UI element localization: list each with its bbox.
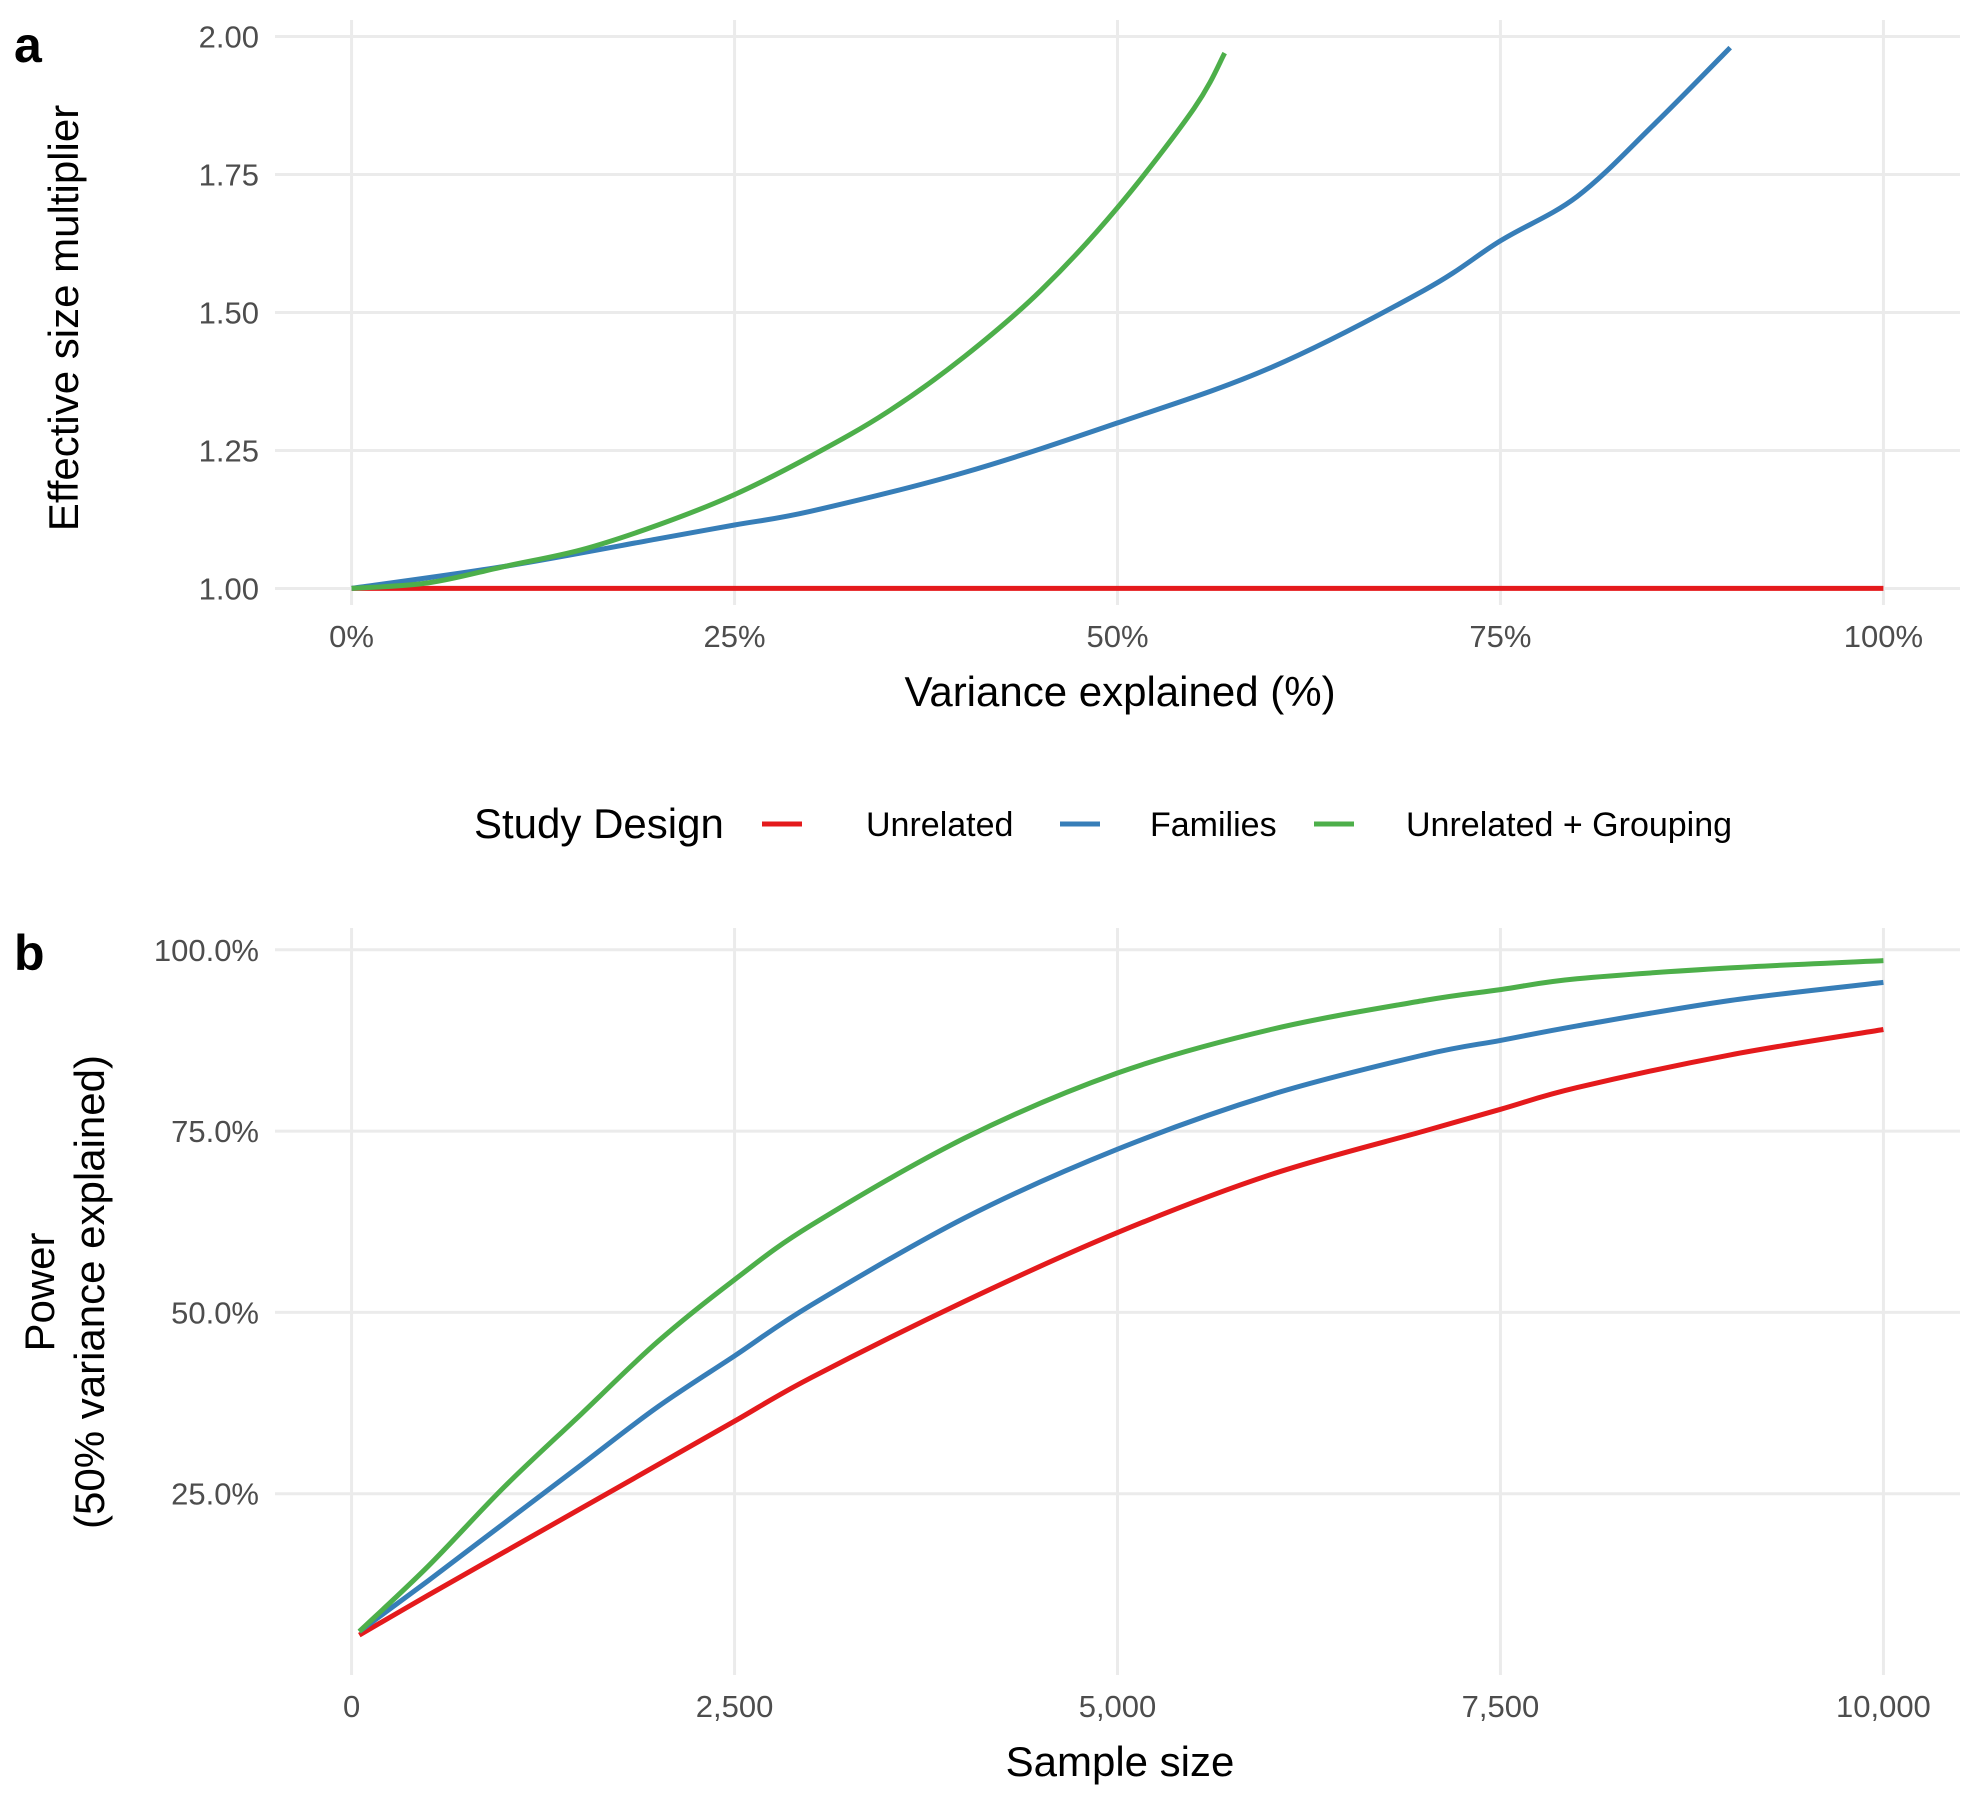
- panel-b-y-tick-label: 75.0%: [171, 1114, 259, 1149]
- panel-b-gridlines: [275, 928, 1960, 1675]
- panel-a-x-tick-label: 50%: [1086, 619, 1148, 654]
- panel-a-y-tick-label: 1.00: [199, 571, 259, 606]
- panel-b-series-line-unrelated-grouping: [357, 958, 1884, 1634]
- panel-b-series-group: [357, 958, 1884, 1638]
- panel-b-x-tick-label: 2,500: [696, 1689, 774, 1724]
- panel-a-x-tick-labels: 0% 25% 50% 75% 100%: [329, 619, 1923, 654]
- panel-b-x-tick-labels: 0 2,500 5,000 7,500 10,000: [343, 1689, 1931, 1724]
- panel-a-y-axis-title: Effective size multiplier: [40, 105, 87, 531]
- legend: Study Design Unrelated Families Unrelate…: [474, 800, 1732, 847]
- panel-b-y-tick-label: 25.0%: [171, 1477, 259, 1512]
- panel-a-x-tick-label: 100%: [1844, 619, 1923, 654]
- panel-a-series-line-families: [351, 45, 1732, 591]
- panel-a-letter: a: [14, 17, 43, 73]
- panel-a-y-tick-label: 1.75: [199, 158, 259, 193]
- panel-b-y-tick-labels: 25.0% 50.0% 75.0% 100.0%: [154, 933, 259, 1512]
- panel-a-x-tick-label: 0%: [329, 619, 374, 654]
- panel-b-series-line-unrelated: [358, 1027, 1884, 1638]
- panel-b-y-tick-label: 100.0%: [154, 933, 259, 968]
- panel-b-x-tick-label: 10,000: [1836, 1689, 1931, 1724]
- panel-b-plot: 0 2,500 5,000 7,500 10,000 25.0% 50.0% 75.0% 10…: [154, 928, 1960, 1724]
- panel-a-x-tick-label: 25%: [704, 619, 766, 654]
- panel-a-y-tick-label: 2.00: [199, 20, 259, 55]
- panel-b-x-tick-label: 7,500: [1462, 1689, 1540, 1724]
- panel-b-x-tick-label: 5,000: [1079, 1689, 1157, 1724]
- panel-a-y-tick-label: 1.50: [199, 296, 259, 331]
- legend-title: Study Design: [474, 800, 724, 847]
- legend-label-unrelated: Unrelated: [866, 806, 1013, 844]
- panel-a-gridlines: [275, 20, 1960, 605]
- panel-a-x-axis-title: Variance explained (%): [904, 668, 1335, 715]
- panel-a-y-tick-labels: 1.00 1.25 1.50 1.75 2.00: [199, 20, 259, 607]
- panel-b-y-tick-label: 50.0%: [171, 1295, 259, 1330]
- panel-b-x-tick-label: 0: [343, 1689, 360, 1724]
- panel-a-series-line-unrelated-grouping: [351, 51, 1227, 591]
- panel-b-series-line-families: [357, 979, 1884, 1634]
- panel-b-x-axis-title: Sample size: [1006, 1738, 1235, 1785]
- panel-a-x-tick-label: 75%: [1469, 619, 1531, 654]
- panel-b-y-axis-title-line1: Power: [16, 1232, 63, 1351]
- panel-a-series-group: [351, 45, 1884, 591]
- panel-b-y-axis-title-line2: (50% variance explained): [66, 1055, 113, 1529]
- legend-label-unrelated-grouping: Unrelated + Grouping: [1406, 806, 1732, 844]
- panel-a-plot: 0% 25% 50% 75% 100% 1.00 1.25 1.50 1.75 2.00: [199, 20, 1960, 654]
- legend-label-families: Families: [1150, 806, 1277, 844]
- panel-a-y-tick-label: 1.25: [199, 433, 259, 468]
- panel-b-letter: b: [14, 925, 45, 981]
